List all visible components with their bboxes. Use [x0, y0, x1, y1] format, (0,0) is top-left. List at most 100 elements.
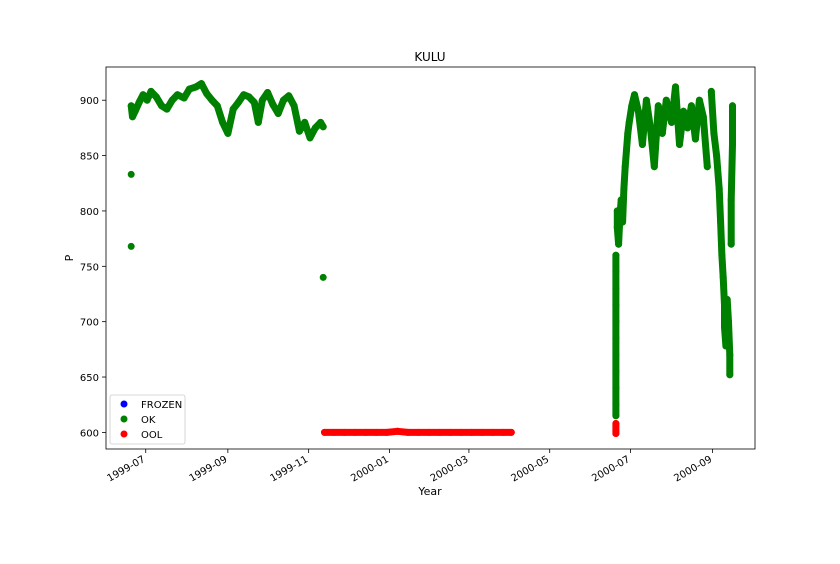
data-point	[654, 102, 662, 110]
data-point	[625, 118, 633, 126]
data-point	[330, 428, 338, 436]
data-point	[234, 98, 242, 106]
plot-points	[127, 80, 736, 437]
data-point	[715, 185, 723, 193]
data-point	[680, 107, 687, 115]
data-point	[668, 118, 676, 126]
data-point	[687, 102, 695, 110]
legend-marker	[120, 430, 128, 438]
data-point	[646, 124, 654, 132]
data-point	[152, 93, 160, 101]
data-point	[197, 80, 205, 88]
data-point	[127, 102, 135, 110]
y-axis: 600 650 700 750 800 850 900	[80, 96, 106, 439]
data-point	[340, 428, 348, 436]
data-point	[726, 371, 734, 379]
data-point	[131, 107, 139, 115]
data-point	[726, 351, 734, 359]
data-point	[612, 368, 620, 375]
y-tick-label: 800	[80, 207, 99, 218]
y-tick-label: 850	[80, 152, 99, 163]
data-point	[425, 428, 433, 436]
data-point	[245, 93, 253, 101]
data-point	[612, 318, 620, 326]
data-point	[650, 163, 658, 171]
data-point	[612, 284, 620, 292]
data-point	[457, 428, 465, 436]
data-point	[727, 240, 735, 248]
data-point	[213, 102, 221, 110]
data-point	[621, 163, 629, 171]
data-point	[631, 91, 638, 99]
data-point	[264, 89, 272, 96]
data-point	[612, 384, 620, 392]
data-point	[624, 129, 632, 137]
data-point	[415, 428, 423, 436]
data-point	[628, 102, 636, 110]
series-ool	[321, 420, 620, 437]
data-point	[321, 428, 328, 436]
data-point	[612, 334, 620, 342]
data-point	[446, 428, 454, 436]
data-point	[616, 213, 624, 220]
data-point	[285, 92, 293, 100]
data-point	[174, 91, 181, 99]
legend: FROZEN OK OOL	[109, 394, 186, 445]
data-point	[192, 83, 200, 91]
data-point	[383, 428, 391, 436]
data-point	[717, 218, 725, 226]
series-ok	[127, 80, 736, 420]
data-point	[250, 98, 258, 106]
data-point	[713, 152, 721, 160]
data-point	[725, 318, 732, 326]
data-point	[319, 123, 327, 131]
data-point	[721, 301, 728, 309]
data-point	[372, 428, 380, 436]
data-point	[658, 129, 666, 137]
y-tick-label: 600	[80, 428, 99, 439]
data-point	[638, 141, 646, 148]
data-point	[612, 301, 620, 309]
data-point	[143, 96, 151, 104]
data-point	[612, 420, 620, 427]
data-point	[499, 428, 507, 436]
data-point	[129, 113, 136, 121]
data-point	[229, 105, 237, 113]
data-point	[699, 113, 707, 121]
data-point	[219, 118, 227, 126]
data-point	[613, 207, 621, 215]
y-tick-label: 650	[80, 373, 99, 384]
data-point	[634, 107, 642, 115]
y-tick-label: 900	[80, 96, 99, 107]
data-point	[718, 251, 726, 259]
legend-marker	[120, 415, 128, 423]
data-point	[280, 96, 287, 104]
data-point	[468, 428, 476, 436]
data-point	[507, 428, 515, 436]
data-point	[729, 102, 736, 110]
data-point	[721, 323, 728, 331]
data-point	[727, 196, 735, 204]
series-ool-band	[321, 420, 620, 437]
data-point	[620, 185, 628, 193]
data-point	[127, 242, 135, 250]
data-point	[672, 83, 679, 91]
y-tick-label: 750	[80, 262, 99, 273]
data-point	[393, 427, 401, 435]
data-point	[612, 401, 620, 409]
data-point	[619, 218, 627, 226]
data-point	[185, 85, 193, 93]
data-point	[306, 134, 314, 142]
data-point	[274, 110, 282, 117]
data-point	[240, 91, 248, 99]
data-point	[362, 428, 370, 436]
data-point	[127, 170, 135, 178]
data-point	[163, 105, 171, 113]
data-point	[436, 428, 444, 436]
data-point	[695, 96, 703, 104]
data-point	[662, 96, 670, 104]
data-point	[676, 141, 683, 148]
data-point	[168, 96, 176, 104]
